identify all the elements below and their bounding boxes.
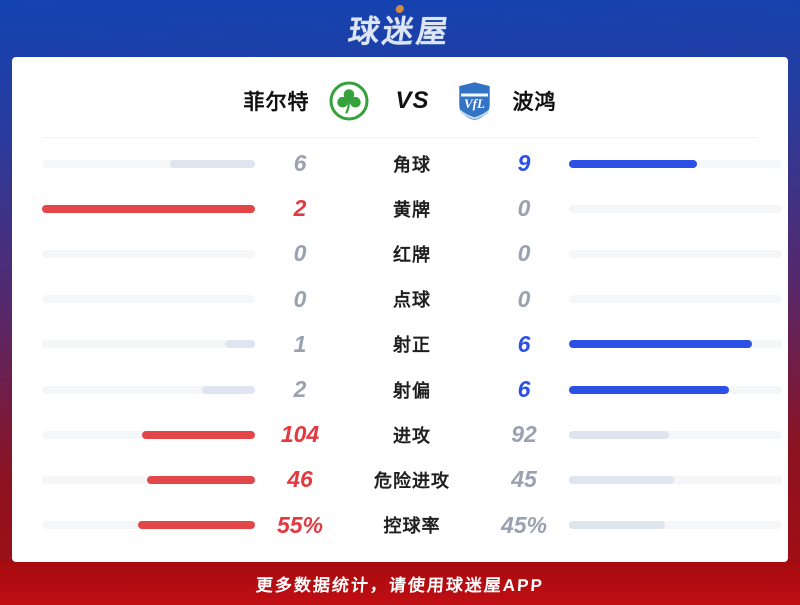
- away-stat-value: 45: [511, 466, 537, 493]
- away-bar-track: [569, 249, 782, 258]
- vs-label: VS: [395, 87, 430, 114]
- home-bar-fill: [224, 340, 255, 349]
- away-stat-value: 0: [517, 195, 531, 222]
- stat-row: 0 点球 0: [42, 277, 782, 322]
- away-bar-fill: [569, 159, 697, 168]
- stat-label: 射偏: [393, 380, 431, 401]
- home-bar-track: [42, 385, 255, 394]
- home-stat-bar: [42, 475, 255, 484]
- home-stat-value: 0: [293, 285, 307, 312]
- away-stat-value: 92: [511, 421, 537, 448]
- stat-row: 1 射正 6: [42, 322, 782, 367]
- away-stat-bar: [569, 521, 782, 530]
- away-stat-bar: [569, 159, 782, 168]
- away-bar-fill: [569, 340, 752, 349]
- home-stat-value: 1: [293, 330, 307, 357]
- stat-row: 46 危险进攻 45: [42, 457, 782, 502]
- home-stat-bar: [42, 295, 255, 304]
- away-stat-bar: [569, 475, 782, 484]
- away-bar-track: [569, 295, 782, 304]
- stat-row: 6 角球 9: [42, 141, 782, 186]
- home-stat-bar: [42, 521, 255, 530]
- away-stat-value: 45%: [500, 511, 548, 538]
- stat-label: 控球率: [383, 516, 441, 537]
- home-team-name: 菲尔特: [243, 91, 310, 114]
- app-logo-text: 球迷屋: [346, 14, 454, 49]
- away-team-logo-icon: VfL: [456, 80, 493, 122]
- home-bar-fill: [201, 385, 255, 394]
- home-bar-track: [42, 249, 255, 258]
- home-stat-bar: [42, 159, 255, 168]
- svg-text:VfL: VfL: [464, 96, 485, 111]
- away-stat-value: 0: [517, 285, 531, 312]
- away-bar-fill: [569, 475, 675, 484]
- home-stat-bar: [42, 430, 255, 439]
- stat-label: 点球: [393, 290, 431, 311]
- home-stat-bar: [42, 204, 255, 213]
- app-header: 球迷屋: [0, 0, 800, 57]
- home-bar-fill: [42, 204, 255, 213]
- stat-label: 危险进攻: [374, 470, 450, 491]
- match-header: 菲尔特 VS VfL: [12, 57, 788, 122]
- stat-label: 黄牌: [393, 199, 431, 220]
- away-bar-track: [569, 430, 782, 439]
- stat-label: 角球: [393, 154, 431, 175]
- header-divider: [42, 137, 758, 138]
- stats-card: 菲尔特 VS VfL: [12, 57, 788, 562]
- away-bar-fill: [569, 521, 665, 530]
- stat-label: 射正: [393, 335, 431, 356]
- away-stat-bar: [569, 430, 782, 439]
- away-bar-track: [569, 521, 782, 530]
- footer-promo-text: 更多数据统计，请使用球迷屋APP: [255, 576, 545, 595]
- away-stat-bar: [569, 385, 782, 394]
- stat-row: 55% 控球率 45%: [42, 503, 782, 548]
- home-stat-bar: [42, 385, 255, 394]
- away-bar-fill: [569, 430, 670, 439]
- away-bar-track: [569, 204, 782, 213]
- home-stat-value: 6: [293, 150, 307, 177]
- home-bar-track: [42, 159, 255, 168]
- stat-row: 2 射偏 6: [42, 367, 782, 412]
- stat-label: 红牌: [393, 244, 431, 265]
- home-bar-fill: [147, 475, 255, 484]
- home-stat-value: 46: [287, 466, 313, 493]
- home-bar-track: [42, 295, 255, 304]
- stat-row: 104 进攻 92: [42, 412, 782, 457]
- away-stat-value: 9: [517, 150, 531, 177]
- away-stat-bar: [569, 340, 782, 349]
- away-bar-track: [569, 475, 782, 484]
- home-stat-value: 2: [293, 376, 307, 403]
- stat-row: 2 黄牌 0: [42, 186, 782, 231]
- logo-dot-icon: [395, 5, 405, 13]
- away-stat-value: 6: [517, 330, 531, 357]
- home-stat-value: 2: [293, 195, 307, 222]
- away-stat-value: 0: [517, 240, 531, 267]
- away-stat-bar: [569, 249, 782, 258]
- app-footer-banner[interactable]: 更多数据统计，请使用球迷屋APP: [0, 562, 800, 605]
- app-logo: 球迷屋: [346, 5, 454, 51]
- away-team-name: 波鸿: [512, 91, 557, 114]
- stat-label: 进攻: [393, 425, 431, 446]
- stats-rows: 6 角球 9 2 黄牌 0 0 红牌 0: [12, 138, 788, 548]
- home-bar-fill: [142, 430, 255, 439]
- away-stat-bar: [569, 295, 782, 304]
- stat-row: 0 红牌 0: [42, 231, 782, 276]
- home-bar-fill: [137, 521, 255, 530]
- away-stat-value: 6: [517, 376, 531, 403]
- home-team-logo-icon: [329, 81, 369, 121]
- home-stat-value: 104: [280, 421, 320, 448]
- home-bar-track: [42, 340, 255, 349]
- home-stat-bar: [42, 340, 255, 349]
- away-bar-fill: [569, 385, 729, 394]
- away-stat-bar: [569, 204, 782, 213]
- home-stat-bar: [42, 249, 255, 258]
- home-stat-value: 0: [293, 240, 307, 267]
- home-stat-value: 55%: [276, 511, 324, 538]
- home-bar-fill: [169, 159, 255, 168]
